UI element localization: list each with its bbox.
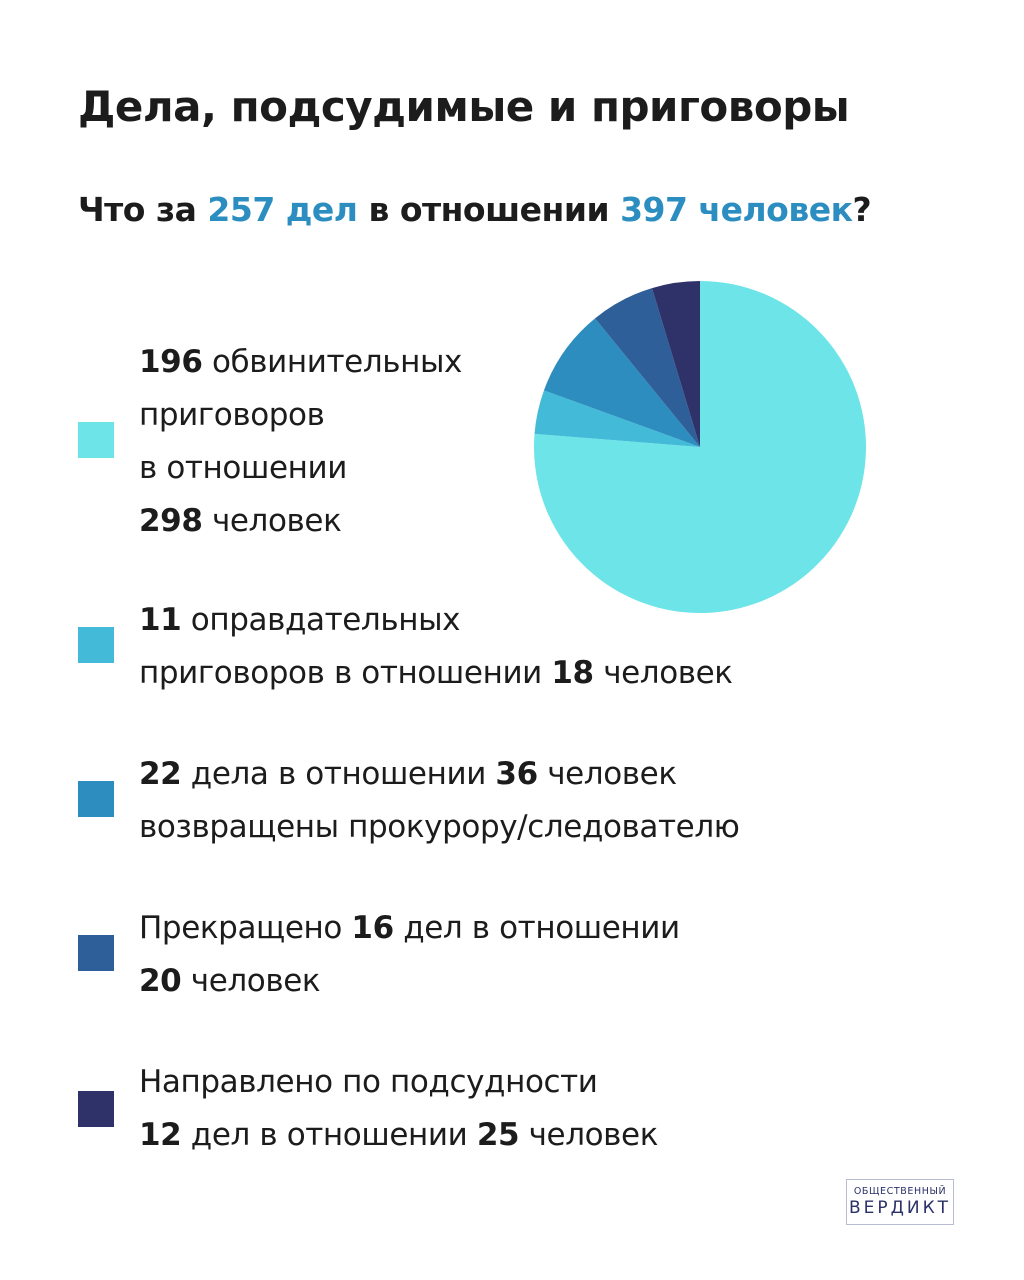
legend-text: Направлено по подсудности xyxy=(139,1064,598,1100)
legend-number: 20 xyxy=(139,963,182,999)
legend-item-returned-to-prosecutor: 22 дела в отношении 36 человек возвращены… xyxy=(78,748,948,854)
legend-swatch-guilty xyxy=(78,422,114,458)
legend-swatch-acquittals xyxy=(78,627,114,663)
legend-text: оправдательных xyxy=(181,602,461,638)
legend-text: человек xyxy=(537,756,677,792)
legend-line: приговоров в отношении 18 человек xyxy=(139,647,733,700)
legend-number: 11 xyxy=(139,602,182,638)
subtitle: Что за 257 дел в отношении 397 человек? xyxy=(78,190,872,229)
legend-number: 196 xyxy=(139,344,203,380)
legend-text: обвинительных xyxy=(202,344,462,380)
legend-text: дел в отношении xyxy=(393,910,680,946)
subtitle-cases-count: 257 дел xyxy=(207,190,358,229)
legend-line: 22 дела в отношении 36 человек xyxy=(139,748,739,801)
subtitle-prefix: Что за xyxy=(78,190,208,229)
legend-text: человек xyxy=(181,963,321,999)
legend-number: 16 xyxy=(351,910,394,946)
legend-label-terminated: Прекращено 16 дел в отношении 20 человек xyxy=(139,902,680,1008)
legend-text: приговоров xyxy=(139,397,325,433)
legend-line: 196 обвинительных xyxy=(139,336,462,389)
legend-swatch-jurisdiction xyxy=(78,1091,114,1127)
page-title: Дела, подсудимые и приговоры xyxy=(78,82,850,131)
logo-top-text: ОБЩЕСТВЕННЫЙ xyxy=(853,1186,947,1197)
subtitle-people-count: 397 человек xyxy=(620,190,853,229)
pie-slice-4 xyxy=(651,281,700,447)
legend-number: 25 xyxy=(476,1117,520,1153)
pie-slice-1 xyxy=(534,390,700,447)
pie-slice-0 xyxy=(533,281,866,613)
legend-text: приговоров в отношении xyxy=(139,655,552,691)
legend-number: 22 xyxy=(139,756,182,792)
legend-text: человек xyxy=(202,503,342,539)
legend-item-terminated: Прекращено 16 дел в отношении 20 человек xyxy=(78,902,948,1008)
legend-text: возвращены прокурору/следователю xyxy=(139,809,740,845)
brand-logo: ОБЩЕСТВЕННЫЙ ВЕРДИКТ xyxy=(846,1179,954,1225)
subtitle-suffix: ? xyxy=(852,190,872,229)
legend-number: 298 xyxy=(139,503,203,539)
legend-number: 18 xyxy=(551,655,594,691)
legend-line: приговоров xyxy=(139,389,462,442)
legend-line: в отношении xyxy=(139,442,462,495)
legend-item-jurisdiction: Направлено по подсудности 12 дел в отноше… xyxy=(78,1056,948,1162)
legend-item-acquittals: 11 оправдательных приговоров в отношении … xyxy=(78,594,948,700)
legend-number: 12 xyxy=(139,1117,182,1153)
legend-text: дел в отношении xyxy=(181,1117,477,1153)
pie-slice-3 xyxy=(595,288,700,447)
legend-item-guilty-verdicts: 196 обвинительных приговоров в отношении 29… xyxy=(78,336,948,548)
pie-slice-2 xyxy=(543,318,700,447)
legend-label-acquittals: 11 оправдательных приговоров в отношении … xyxy=(139,594,733,700)
legend-label-returned: 22 дела в отношении 36 человек возвращены… xyxy=(139,748,740,854)
legend-line: Прекращено 16 дел в отношении xyxy=(139,902,680,955)
legend-number: 36 xyxy=(495,756,538,792)
legend-line: 11 оправдательных xyxy=(139,594,733,647)
legend-line: Направлено по подсудности xyxy=(139,1056,658,1109)
legend-line: 20 человек xyxy=(139,955,680,1008)
legend-swatch-terminated xyxy=(78,935,114,971)
pie-chart xyxy=(533,281,866,613)
legend-text: Прекращено xyxy=(139,910,352,946)
legend-text: дела в отношении xyxy=(181,756,496,792)
legend-line: 298 человек xyxy=(139,495,462,548)
legend-label-jurisdiction: Направлено по подсудности 12 дел в отноше… xyxy=(139,1056,658,1162)
legend-line: 12 дел в отношении 25 человек xyxy=(139,1109,658,1162)
logo-bottom-text: ВЕРДИКТ xyxy=(848,1198,952,1218)
legend-label-guilty: 196 обвинительных приговоров в отношении 29… xyxy=(139,336,462,548)
subtitle-middle: в отношении xyxy=(357,190,621,229)
legend-line: возвращены прокурору/следователю xyxy=(139,801,740,854)
legend-text: человек xyxy=(519,1117,659,1153)
legend-text: в отношении xyxy=(139,450,347,486)
legend-text: человек xyxy=(593,655,733,691)
legend-swatch-returned xyxy=(78,781,114,817)
